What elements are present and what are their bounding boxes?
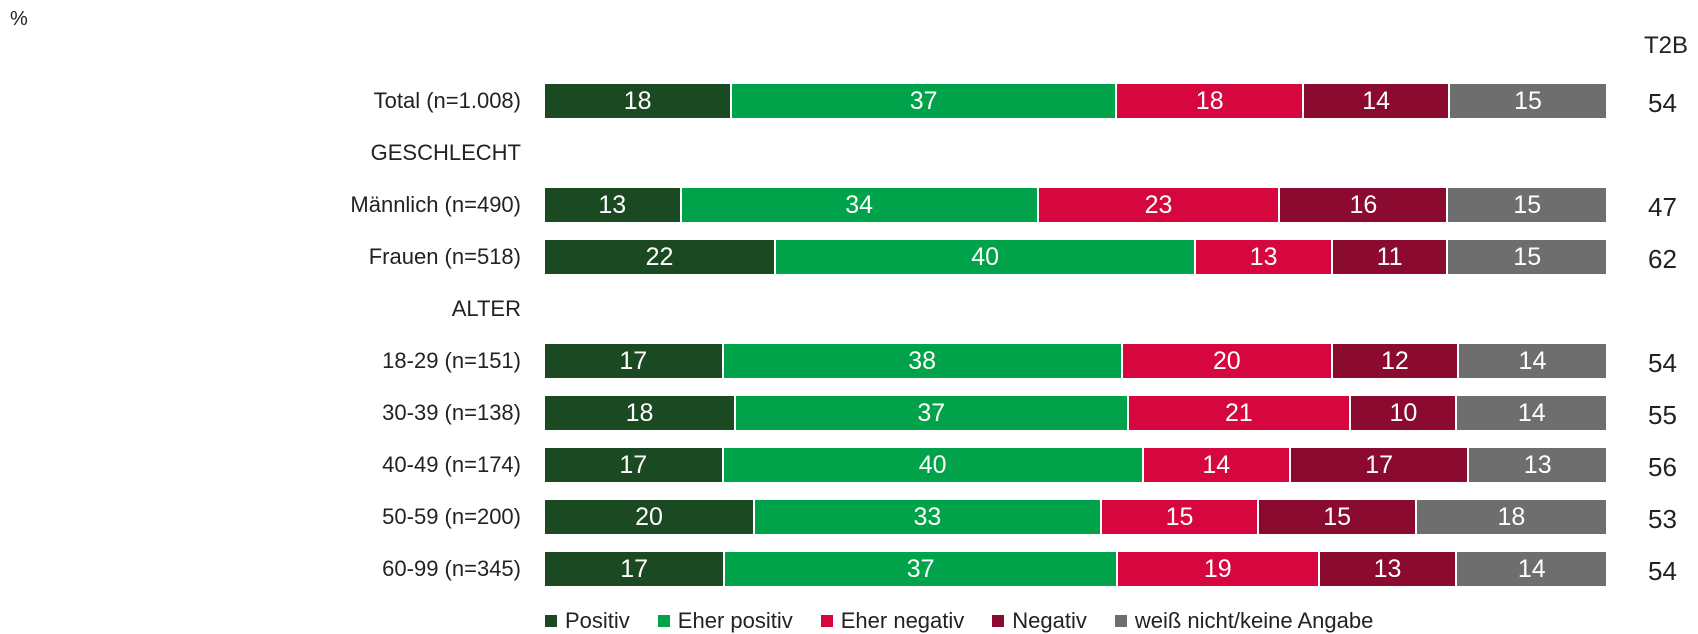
- legend-label: weiß nicht/keine Angabe: [1134, 608, 1374, 633]
- row-label: Frauen (n=518): [368, 244, 521, 269]
- bar-segment-eher-negativ: 19: [1117, 552, 1320, 586]
- bar-segment-positiv: 22: [545, 240, 777, 274]
- row-label: 40-49 (n=174): [382, 452, 521, 477]
- bar-segment-positiv: 17: [545, 344, 724, 378]
- legend-item: weiß nicht/keine Angabe: [1114, 608, 1374, 634]
- bar-segment-positiv: 17: [545, 448, 724, 482]
- bar-track: 17 40 14 17 13: [545, 448, 1606, 482]
- bar-row: Frauen (n=518) 22 40 13 11 15 62: [0, 240, 1698, 274]
- bar-segment-positiv: 13: [545, 188, 682, 222]
- bar-segment-positiv: 18: [545, 396, 736, 430]
- bar-segment-eher-positiv: 40: [776, 240, 1197, 274]
- legend-label: Eher negativ: [840, 608, 965, 633]
- t2b-value: 56: [1648, 452, 1677, 482]
- bar-track: 17 38 20 12 14: [545, 344, 1606, 378]
- chart-legend: Positiv Eher positiv Eher negativ Negativ we…: [545, 608, 1373, 634]
- bar-row: 50-59 (n=200) 20 33 15 15 18 53: [0, 500, 1698, 534]
- legend-item: Positiv: [545, 608, 630, 634]
- bar-row: 18-29 (n=151) 17 38 20 12 14 54: [0, 344, 1698, 378]
- bar-track: 22 40 13 11 15: [545, 240, 1606, 274]
- legend-item: Eher negativ: [820, 608, 965, 634]
- legend-item: Eher positiv: [657, 608, 793, 634]
- bar-segment-negativ: 13: [1319, 552, 1458, 586]
- bar-segment-eher-negativ: 14: [1143, 448, 1291, 482]
- bar-segment-weiss-nicht: 14: [1457, 552, 1606, 586]
- bar-segment-eher-positiv: 34: [681, 188, 1039, 222]
- legend-swatch: [1114, 615, 1127, 627]
- unit-label: %: [10, 8, 28, 30]
- t2b-value: 54: [1648, 348, 1677, 378]
- bar-row: Männlich (n=490) 13 34 23 16 15 47: [0, 188, 1698, 222]
- legend-swatch: [545, 615, 557, 627]
- bar-row: 30-39 (n=138) 18 37 21 10 14 55: [0, 396, 1698, 430]
- bar-segment-negativ: 16: [1280, 188, 1449, 222]
- bar-segment-negativ: 14: [1304, 84, 1450, 118]
- legend-label: Positiv: [565, 608, 630, 633]
- t2b-value: 54: [1648, 88, 1677, 118]
- bar-row: Total (n=1.008) 18 37 18 14 15 54: [0, 84, 1698, 118]
- bar-segment-eher-negativ: 15: [1101, 500, 1260, 534]
- section-heading: ALTER: [451, 296, 521, 321]
- bar-track: 17 37 19 13 14: [545, 552, 1606, 586]
- bar-track: 18 37 18 14 15: [545, 84, 1606, 118]
- legend-label: Eher positiv: [677, 608, 793, 633]
- section-heading: GESCHLECHT: [370, 140, 521, 165]
- bar-segment-negativ: 15: [1259, 500, 1417, 534]
- bar-segment-eher-positiv: 40: [723, 448, 1144, 482]
- t2b-value: 54: [1648, 556, 1677, 586]
- bar-segment-weiss-nicht: 15: [1448, 188, 1606, 222]
- legend-swatch: [820, 615, 833, 627]
- bar-segment-eher-positiv: 37: [732, 84, 1118, 118]
- bar-segment-eher-positiv: 33: [755, 500, 1102, 534]
- bar-row: 40-49 (n=174) 17 40 14 17 13 56: [0, 448, 1698, 482]
- bar-track: 20 33 15 15 18: [545, 500, 1606, 534]
- bar-segment-positiv: 18: [545, 84, 733, 118]
- bar-track: 18 37 21 10 14: [545, 396, 1606, 430]
- bar-segment-positiv: 20: [545, 500, 756, 534]
- bar-segment-eher-positiv: 37: [725, 552, 1118, 586]
- bar-segment-eher-negativ: 23: [1038, 188, 1281, 222]
- row-label: 18-29 (n=151): [382, 348, 521, 373]
- bar-segment-eher-positiv: 38: [723, 344, 1123, 378]
- bar-segment-eher-negativ: 21: [1128, 396, 1352, 430]
- row-label: Total (n=1.008): [373, 88, 521, 113]
- legend-label: Negativ: [1012, 608, 1087, 633]
- bar-track: 13 34 23 16 15: [545, 188, 1606, 222]
- bar-segment-negativ: 11: [1332, 240, 1449, 274]
- t2b-value: 62: [1648, 244, 1677, 274]
- bar-segment-weiss-nicht: 15: [1449, 84, 1606, 118]
- bar-row: 60-99 (n=345) 17 37 19 13 14 54: [0, 552, 1698, 586]
- bar-segment-negativ: 17: [1290, 448, 1470, 482]
- bar-segment-negativ: 10: [1351, 396, 1458, 430]
- bar-segment-negativ: 12: [1332, 344, 1459, 378]
- bar-segment-weiss-nicht: 18: [1416, 500, 1606, 534]
- bar-segment-eher-negativ: 20: [1122, 344, 1333, 378]
- bar-segment-weiss-nicht: 14: [1457, 396, 1606, 430]
- bar-segment-positiv: 17: [545, 552, 726, 586]
- legend-item: Negativ: [992, 608, 1087, 634]
- bar-segment-eher-positiv: 37: [735, 396, 1129, 430]
- bar-segment-weiss-nicht: 14: [1458, 344, 1606, 378]
- legend-swatch: [992, 615, 1005, 627]
- t2b-value: 53: [1648, 504, 1677, 534]
- legend-swatch: [657, 615, 670, 627]
- row-label: 30-39 (n=138): [382, 400, 521, 425]
- t2b-header: T2B: [1643, 32, 1688, 59]
- row-label: 60-99 (n=345): [382, 556, 521, 581]
- row-label: Männlich (n=490): [350, 192, 521, 217]
- t2b-value: 47: [1648, 192, 1677, 222]
- section-heading-row: ALTER: [0, 292, 1698, 326]
- row-label: 50-59 (n=200): [382, 504, 521, 529]
- bar-segment-eher-negativ: 18: [1117, 84, 1305, 118]
- bar-segment-eher-negativ: 13: [1196, 240, 1333, 274]
- t2b-value: 55: [1648, 400, 1677, 430]
- bar-segment-weiss-nicht: 13: [1469, 448, 1606, 482]
- bar-segment-weiss-nicht: 15: [1448, 240, 1606, 274]
- section-heading-row: GESCHLECHT: [0, 136, 1698, 170]
